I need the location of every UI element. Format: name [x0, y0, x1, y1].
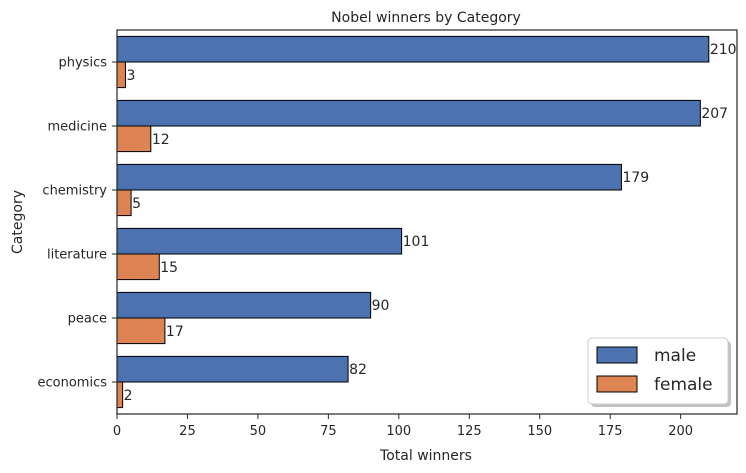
legend-label-male: male [654, 346, 696, 366]
bar-male-medicine [116, 99, 701, 127]
bar-male-chemistry [116, 163, 622, 191]
legend: male female [587, 337, 731, 407]
data-label-male-medicine: 207 [701, 106, 728, 122]
bar-female-medicine [116, 125, 152, 153]
bar-female-economics [116, 381, 124, 409]
data-label-female-medicine: 12 [152, 132, 170, 148]
x-tick-label-0: 0 [113, 424, 121, 439]
x-tick-label-25: 25 [179, 424, 196, 439]
data-label-female-literature: 15 [160, 260, 178, 276]
data-label-female-chemistry: 5 [132, 196, 141, 212]
bar-female-physics [116, 61, 126, 89]
plot-area: 210 3 physics 207 12 medicine 179 5 chemistry 101… [38, 29, 738, 439]
bar-female-chemistry [116, 189, 132, 217]
bar-male-economics [116, 355, 349, 383]
data-label-female-physics: 3 [126, 68, 135, 84]
data-label-female-economics: 2 [124, 388, 133, 404]
bar-female-peace [116, 317, 166, 345]
data-label-male-economics: 82 [349, 362, 367, 378]
x-tick-label-150: 150 [527, 424, 552, 439]
legend-swatch-male [596, 346, 638, 364]
x-tick-label-75: 75 [320, 424, 337, 439]
bar-male-literature [116, 227, 403, 255]
legend-swatch-female [596, 375, 638, 393]
y-axis-label: Category [10, 190, 26, 254]
y-tick-label-physics: physics [59, 56, 108, 71]
x-tick-label-200: 200 [668, 424, 693, 439]
data-label-female-peace: 17 [166, 324, 184, 340]
x-tick-label-100: 100 [386, 424, 411, 439]
x-axis-label: Total winners [379, 448, 472, 464]
x-tick-label-50: 50 [250, 424, 267, 439]
y-tick-label-medicine: medicine [47, 120, 107, 135]
bar-female-literature [116, 253, 160, 281]
data-label-male-chemistry: 179 [622, 170, 649, 186]
y-tick-label-chemistry: chemistry [42, 184, 107, 199]
x-tick-label-125: 125 [457, 424, 482, 439]
data-label-male-peace: 90 [372, 298, 390, 314]
x-tick-label-175: 175 [598, 424, 623, 439]
chart-title: Nobel winners by Category [331, 10, 521, 26]
plot-frame [116, 29, 738, 415]
bar-male-physics [116, 35, 710, 63]
y-tick-label-literature: literature [47, 248, 107, 263]
data-label-male-physics: 210 [710, 42, 737, 58]
data-label-male-literature: 101 [403, 234, 430, 250]
y-tick-label-peace: peace [68, 312, 107, 327]
y-tick-label-economics: economics [38, 376, 108, 391]
bar-male-peace [116, 291, 372, 319]
legend-label-female: female [654, 375, 713, 395]
